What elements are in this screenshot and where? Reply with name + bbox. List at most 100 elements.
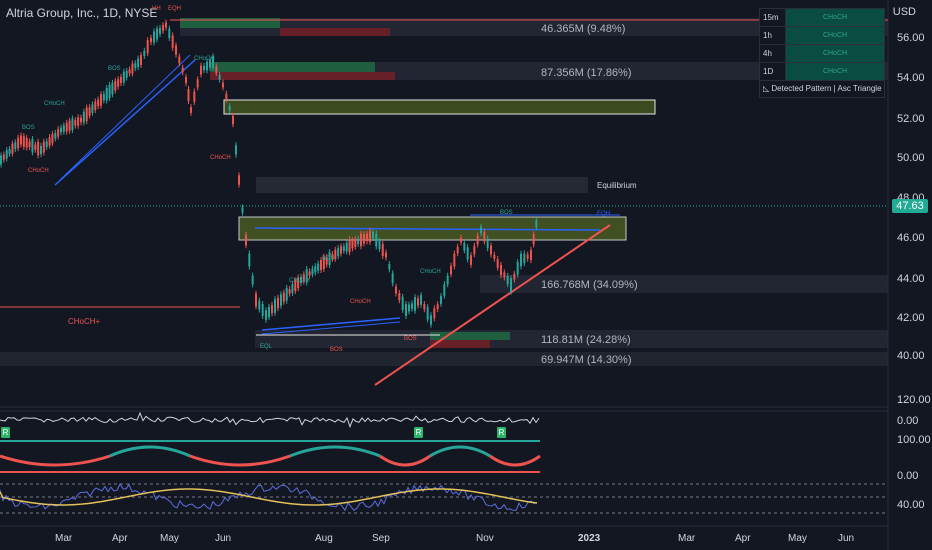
tf-status: CHoCH xyxy=(785,63,884,80)
candle-body xyxy=(146,40,149,54)
chart-title: Altria Group, Inc., 1D, NYSE xyxy=(6,6,158,20)
current-price-badge: 47.63 xyxy=(892,199,928,213)
eqh-label: EQH xyxy=(597,211,611,217)
osc2-wave xyxy=(489,454,541,467)
candle-body xyxy=(483,231,486,242)
candle-body xyxy=(159,27,161,35)
candle-body xyxy=(165,22,167,28)
candle-body xyxy=(360,233,362,247)
candle-body xyxy=(417,298,419,306)
bos-label: BOS xyxy=(330,347,343,353)
candle-body xyxy=(187,89,190,101)
candle-body xyxy=(97,99,100,107)
candle-body xyxy=(282,292,285,302)
candle-body xyxy=(238,175,240,185)
candle-body xyxy=(513,273,516,280)
volume-zone-5 xyxy=(0,352,888,366)
tf-name: 4h xyxy=(763,49,772,58)
candle-body xyxy=(251,275,254,285)
candle-body xyxy=(423,304,426,310)
osc1-tick: 120.00 xyxy=(897,394,931,406)
candle-body xyxy=(34,144,37,150)
candle-body xyxy=(235,145,237,155)
candle-body xyxy=(134,63,137,69)
candle-body xyxy=(381,243,384,257)
ascending-trendline xyxy=(374,224,611,386)
candle-body xyxy=(162,25,164,31)
candle-body xyxy=(530,249,532,261)
time-tick: May xyxy=(160,533,179,544)
oscillator-3 xyxy=(0,482,538,512)
candle-body xyxy=(45,141,48,148)
candle-body xyxy=(203,65,205,71)
choch-label: CHoCH xyxy=(289,278,310,284)
order-block-upper xyxy=(223,99,656,115)
candle-body xyxy=(193,91,196,102)
candle-body xyxy=(345,242,348,252)
osc3-fast-line xyxy=(0,482,538,512)
tf-status: CHoCH xyxy=(785,9,884,26)
candle-body xyxy=(463,242,466,251)
candle-body xyxy=(280,294,282,306)
price-tick: 54.00 xyxy=(897,72,925,84)
candle-body xyxy=(265,310,267,320)
candle-body xyxy=(80,117,82,123)
candle-body xyxy=(105,87,108,101)
candle-body xyxy=(348,239,351,253)
candle-body xyxy=(222,82,224,88)
candle-body xyxy=(71,118,74,131)
candle-body xyxy=(125,70,128,78)
candle-body xyxy=(285,287,288,301)
candle-body xyxy=(225,93,228,100)
candle-body xyxy=(68,120,71,131)
candle-body xyxy=(314,266,317,273)
candle-body xyxy=(190,107,192,113)
candle-body xyxy=(294,280,297,292)
candle-body xyxy=(395,286,397,294)
candle-body xyxy=(506,275,509,285)
timeframe-table: 15m CHoCH 1h CHoCH 4h CHoCH 1D CHoCH ◺ D… xyxy=(759,8,885,98)
candle-body xyxy=(486,238,489,249)
time-tick: May xyxy=(788,533,807,544)
tf-row-4h: 4h CHoCH xyxy=(760,45,884,63)
choch-label: CHoCH xyxy=(420,269,441,275)
osc3-tick: 40.00 xyxy=(897,499,925,511)
candle-body xyxy=(14,142,17,150)
candle-body xyxy=(510,278,512,292)
equilibrium-label: Equilibrium xyxy=(597,181,637,190)
candle-body xyxy=(411,303,413,309)
osc2-tick: 0.00 xyxy=(897,470,919,482)
time-tick: Nov xyxy=(476,533,494,544)
tf-name: 1h xyxy=(763,31,772,40)
osc1-line xyxy=(0,411,540,429)
candle-body xyxy=(300,276,302,284)
candle-body xyxy=(232,115,234,125)
osc2-wave xyxy=(379,454,431,467)
candle-body xyxy=(77,117,80,126)
volume-zone-label: 46.365M (9.48%) xyxy=(541,23,626,35)
candle-body xyxy=(111,82,114,95)
candle-body xyxy=(388,263,391,270)
tf-name: 1D xyxy=(763,67,774,76)
candle-body xyxy=(375,233,378,247)
time-tick: Apr xyxy=(112,533,128,544)
choch-label: CHoCH xyxy=(350,299,371,305)
hh-label: HH xyxy=(152,6,161,12)
candle-body xyxy=(120,76,122,84)
candle-body xyxy=(500,264,502,276)
oscillator-1 xyxy=(0,411,540,429)
candle-body xyxy=(17,137,20,149)
candle-body xyxy=(274,299,276,313)
candle-body xyxy=(241,207,244,213)
candle-body xyxy=(168,28,171,39)
time-tick: Mar xyxy=(55,533,73,544)
candle-body xyxy=(128,69,131,74)
candle-body xyxy=(42,141,45,153)
candle-body xyxy=(175,45,177,55)
candle-body xyxy=(426,307,429,320)
candle-body xyxy=(523,253,526,264)
candle-body xyxy=(354,238,357,247)
candle-body xyxy=(372,231,374,239)
candle-body xyxy=(54,132,57,139)
